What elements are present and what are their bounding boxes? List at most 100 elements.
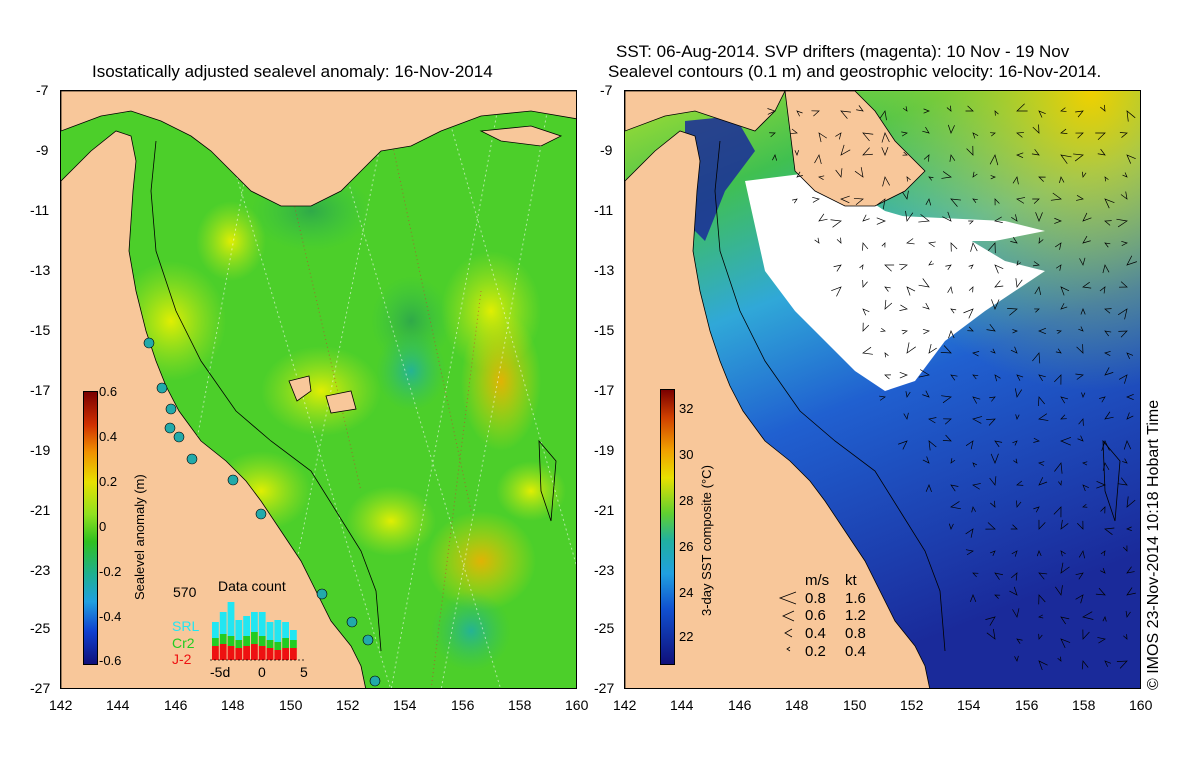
- data-count-bar-segment: [227, 636, 235, 646]
- data-count-bar-segment: [251, 612, 258, 632]
- velocity-vector: [1011, 550, 1018, 557]
- velocity-vector: [967, 326, 974, 332]
- velocity-vector: [972, 483, 981, 490]
- velocity-vector: [965, 528, 974, 538]
- velocity-vector: [949, 154, 956, 162]
- data-count-bar-segment: [243, 616, 250, 636]
- australia-land: [625, 130, 930, 688]
- velocity-vector: [1075, 110, 1084, 118]
- data-count-bar-segment: [282, 622, 289, 638]
- velocity-vector: [1016, 480, 1024, 486]
- velocity-vector: [971, 506, 976, 513]
- velocity-vector: [898, 440, 908, 450]
- velocity-vector: [963, 308, 974, 319]
- y-tick: -15: [30, 322, 51, 338]
- velocity-vector: [943, 418, 952, 425]
- velocity-vector: [1038, 327, 1047, 335]
- velocity-vector: [1038, 594, 1046, 605]
- colorbar-tick: 0.2: [99, 474, 118, 489]
- velocity-vector: [1117, 308, 1128, 320]
- x-tick: 154: [393, 697, 417, 713]
- data-count-bar-segment: [274, 620, 282, 642]
- velocity-vector: [884, 352, 889, 358]
- velocity-vector: [994, 264, 1004, 274]
- velocity-vector: [985, 522, 996, 530]
- data-count-series-j2: J-2: [172, 651, 192, 667]
- velocity-vector: [1014, 388, 1023, 398]
- velocity-vector: [1075, 594, 1084, 604]
- velocity-vector: [923, 108, 930, 114]
- sst-colorbar: [660, 389, 675, 665]
- velocity-vector: [884, 374, 891, 380]
- velocity-vector: [881, 146, 889, 156]
- velocity-vector: [1060, 550, 1066, 557]
- velocity-vector: [792, 198, 798, 204]
- x-tick: 158: [508, 697, 532, 713]
- velocity-vector: [1060, 286, 1070, 296]
- imos-credit: © IMOS 23-Nov-2014 10:18 Hobart Time: [1145, 399, 1162, 690]
- velocity-vector: [1033, 506, 1040, 513]
- velocity-vector: [1038, 110, 1046, 118]
- velocity-vector: [948, 330, 955, 339]
- velocity-vector: [876, 198, 886, 210]
- velocity-vector: [899, 304, 908, 311]
- velocity-vector: [1075, 572, 1084, 580]
- velocity-vector: [1126, 110, 1136, 122]
- velocity-vector: [884, 286, 891, 292]
- colorbar-tick: -0.4: [99, 609, 122, 624]
- legend-header-ms: m/s: [805, 572, 830, 589]
- legend-ms-value: 0.2: [805, 643, 826, 660]
- velocity-vector: [966, 145, 974, 156]
- velocity-vector: [901, 329, 908, 335]
- velocity-vector: [925, 484, 932, 493]
- y-tick: -21: [30, 502, 51, 518]
- colorbar-tick: 22: [679, 629, 694, 644]
- velocity-vector: [986, 418, 996, 426]
- velocity-vector: [1126, 255, 1137, 266]
- y-tick: -7: [600, 82, 613, 98]
- velocity-vector: [986, 628, 996, 640]
- velocity-vector: [1016, 103, 1028, 112]
- velocity-vector: [1038, 461, 1045, 466]
- x-tick: 156: [1015, 697, 1039, 713]
- sealevel-map-svg: [61, 91, 576, 688]
- data-count-bar-segment: [282, 638, 289, 648]
- velocity-vector: [1038, 374, 1046, 382]
- y-tick: -15: [594, 322, 615, 338]
- data-count-bar-segment: [290, 640, 297, 648]
- geostrophic-velocity-vectors: [767, 103, 1137, 671]
- data-count-bar-segment: [227, 646, 235, 660]
- velocity-vector: [1055, 242, 1062, 250]
- velocity-vector: [985, 616, 996, 626]
- velocity-vector: [968, 264, 974, 270]
- velocity-vector: [1104, 242, 1111, 248]
- velocity-vector: [968, 220, 974, 225]
- velocity-vector: [853, 197, 864, 206]
- velocity-vector: [1076, 344, 1084, 354]
- velocity-vector: [862, 346, 873, 355]
- velocity-vector: [989, 396, 996, 402]
- velocity-vector: [1082, 484, 1089, 492]
- velocity-vector: [1118, 374, 1128, 384]
- velocity-vector: [1126, 412, 1134, 420]
- velocity-vector: [1104, 660, 1112, 667]
- data-count-bar-segment: [290, 630, 297, 640]
- velocity-vector: [1038, 237, 1044, 244]
- velocity-vector: [836, 237, 842, 244]
- x-tick: 144: [106, 697, 130, 713]
- velocity-vector: [1060, 638, 1071, 648]
- velocity-vector: [1016, 152, 1024, 159]
- velocity-vector: [1077, 435, 1084, 442]
- y-tick: -27: [30, 680, 51, 696]
- velocity-vector: [1126, 526, 1132, 531]
- x-tick: 152: [900, 697, 924, 713]
- velocity-vector: [950, 198, 961, 207]
- sealevel-colorbar-label: Sealevel anomaly (m): [132, 474, 147, 600]
- velocity-vector: [1104, 198, 1115, 209]
- velocity-vector: [818, 213, 828, 222]
- x-tick: 146: [164, 697, 188, 713]
- velocity-vector: [972, 374, 979, 380]
- velocity-vector: [1059, 176, 1065, 184]
- velocity-vector: [1036, 550, 1042, 557]
- velocity-vector: [1034, 308, 1040, 313]
